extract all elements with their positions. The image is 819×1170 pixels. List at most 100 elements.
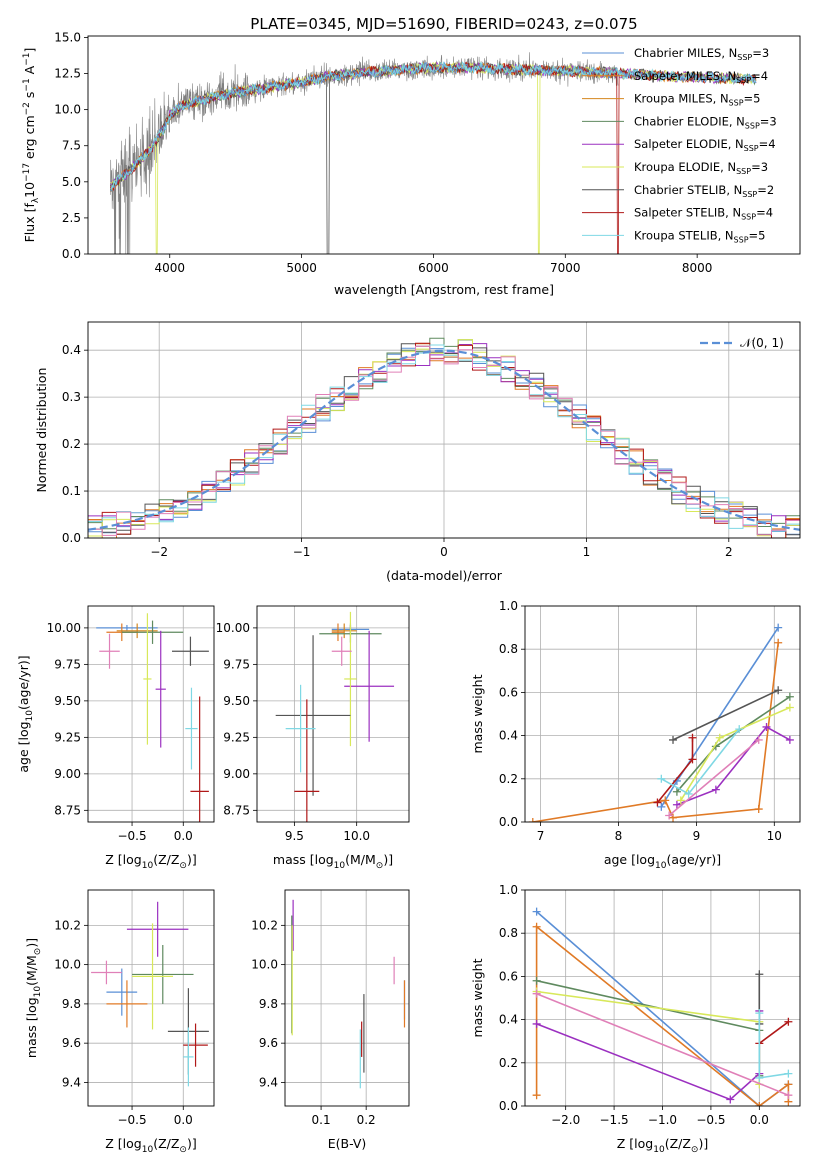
y-tick-label: 9.50 bbox=[54, 694, 81, 708]
residuals-axes: −2 −1 0 1 2 0.0 0.1 0.2 0.3 0.4 bbox=[62, 322, 800, 559]
plus-marker bbox=[755, 1073, 764, 1082]
model-spectrum-line bbox=[110, 61, 757, 254]
x-axis-label: E(B-V) bbox=[328, 1136, 367, 1151]
x-tick-label: 2 bbox=[725, 545, 733, 559]
errorbar-point bbox=[331, 623, 357, 639]
x-tick-label: 10 bbox=[767, 829, 782, 843]
errorbar-point bbox=[344, 611, 357, 747]
plus-marker bbox=[715, 733, 724, 742]
age-vs-mass-plot-area bbox=[275, 611, 395, 822]
mass-weight-line bbox=[672, 689, 779, 741]
y-tick-label: 10.00 bbox=[216, 621, 250, 635]
x-tick-label: 7000 bbox=[550, 261, 581, 275]
y-tick-label: 10.0 bbox=[54, 958, 81, 972]
plus-marker bbox=[676, 796, 685, 805]
x-tick-label: −1.5 bbox=[600, 1113, 629, 1127]
plus-marker bbox=[528, 818, 537, 822]
errorbar-point bbox=[143, 613, 152, 745]
mass-vs-Z-frame bbox=[87, 889, 215, 1107]
x-axis-label: age [log10(age/yr)] bbox=[604, 852, 721, 871]
errorbar-point bbox=[344, 630, 395, 742]
plus-marker bbox=[755, 970, 764, 979]
y-tick-label: 9.8 bbox=[259, 997, 278, 1011]
plus-marker bbox=[665, 811, 674, 820]
residuals-plot-area bbox=[88, 337, 800, 538]
y-tick-label: 9.25 bbox=[54, 730, 81, 744]
y-tick-label: 0.1 bbox=[62, 484, 81, 498]
errorbar-point bbox=[285, 684, 316, 773]
x-tick-label: 0.0 bbox=[750, 1113, 769, 1127]
errorbar-point bbox=[132, 923, 174, 1030]
age-vs-Z-axes: −0.5 0.0 8.75 9.00 9.25 9.50 9.75 10.00 bbox=[47, 606, 214, 843]
y-tick-label: 0.6 bbox=[499, 685, 518, 699]
y-tick-label: 0.2 bbox=[62, 437, 81, 451]
y-tick-label: 0.8 bbox=[499, 642, 518, 656]
normal-curve bbox=[88, 349, 800, 531]
y-tick-label: 9.6 bbox=[62, 1036, 81, 1050]
y-tick-label: 0.0 bbox=[499, 1099, 518, 1113]
observed-spectrum-line bbox=[110, 52, 619, 254]
plus-marker bbox=[688, 733, 697, 742]
plus-marker bbox=[657, 774, 666, 783]
spectrum-frame bbox=[87, 35, 801, 255]
plus-marker bbox=[532, 1091, 541, 1100]
plus-marker bbox=[755, 1102, 764, 1106]
plus-marker bbox=[661, 796, 670, 805]
x-tick-label: −0.5 bbox=[696, 1113, 725, 1127]
massweight-vs-age-frame bbox=[524, 605, 801, 823]
massweight-vs-Z-plot-area bbox=[532, 907, 793, 1106]
y-tick-label: 0.0 bbox=[62, 247, 81, 261]
age-vs-mass-axes: 9.5 10.0 8.75 9.00 9.25 9.50 9.75 10.00 bbox=[216, 606, 409, 843]
plus-marker bbox=[784, 1069, 793, 1078]
errorbar-point bbox=[121, 620, 184, 644]
x-tick-label: 7 bbox=[537, 829, 545, 843]
y-tick-label: 12.5 bbox=[54, 67, 81, 81]
y-tick-label: 0.4 bbox=[62, 343, 81, 357]
y-tick-label: 15.0 bbox=[54, 30, 81, 44]
y-tick-label: 10.00 bbox=[47, 621, 81, 635]
plus-marker bbox=[669, 735, 678, 744]
errorbar-point bbox=[331, 636, 352, 666]
errorbar-point bbox=[99, 633, 120, 669]
legend-label: Salpeter STELIB, NSSP=4 bbox=[634, 206, 773, 222]
massweight-vs-age-plot-area bbox=[528, 623, 794, 822]
mass-weight-line bbox=[536, 979, 761, 1076]
errorbar-point bbox=[132, 944, 194, 1004]
plus-marker bbox=[785, 735, 794, 744]
errorbar-point bbox=[331, 623, 345, 642]
plus-marker bbox=[532, 989, 541, 998]
mass-vs-EBV-axes: 0.1 0.2 9.4 9.6 9.8 10.0 10.2 bbox=[251, 890, 409, 1127]
plus-marker bbox=[532, 1019, 541, 1028]
age-vs-Z-frame bbox=[87, 605, 215, 823]
plus-marker bbox=[785, 703, 794, 712]
x-tick-label: 5000 bbox=[286, 261, 317, 275]
y-tick-label: 0.8 bbox=[499, 926, 518, 940]
errorbar-point bbox=[183, 1023, 208, 1067]
x-tick-label: −1.0 bbox=[648, 1113, 677, 1127]
plus-marker bbox=[754, 735, 763, 744]
x-tick-label: 0.0 bbox=[174, 1113, 193, 1127]
plus-marker bbox=[784, 1017, 793, 1026]
y-tick-label: 9.25 bbox=[223, 730, 250, 744]
y-tick-label: 9.4 bbox=[62, 1075, 81, 1089]
x-axis-label: Z [log10(Z/Z⊙)] bbox=[617, 1136, 708, 1155]
mass-weight-line bbox=[758, 1021, 789, 1045]
x-tick-label: 8000 bbox=[682, 261, 713, 275]
y-axis-label: mass [log10(M/M⊙)] bbox=[24, 938, 43, 1058]
x-tick-label: 4000 bbox=[154, 261, 185, 275]
plus-marker bbox=[774, 638, 783, 647]
x-tick-label: 0.2 bbox=[357, 1113, 376, 1127]
plus-marker bbox=[784, 1091, 793, 1100]
legend-label: Salpeter MILES, NSSP=4 bbox=[634, 69, 768, 85]
plus-marker bbox=[532, 976, 541, 985]
x-axis-label: Z [log10(Z/Z⊙)] bbox=[105, 852, 196, 871]
legend-label: Kroupa ELODIE, NSSP=3 bbox=[634, 160, 768, 176]
figure-title: PLATE=0345, MJD=51690, FIBERID=0243, z=0… bbox=[250, 15, 637, 33]
x-tick-label: −0.5 bbox=[117, 829, 146, 843]
mass-vs-EBV-plot-area bbox=[291, 899, 406, 1089]
plus-marker bbox=[726, 1095, 735, 1104]
y-tick-label: 9.00 bbox=[223, 767, 250, 781]
plus-marker bbox=[754, 805, 763, 814]
x-tick-label: 10.0 bbox=[343, 829, 370, 843]
errorbar-point bbox=[126, 901, 189, 957]
